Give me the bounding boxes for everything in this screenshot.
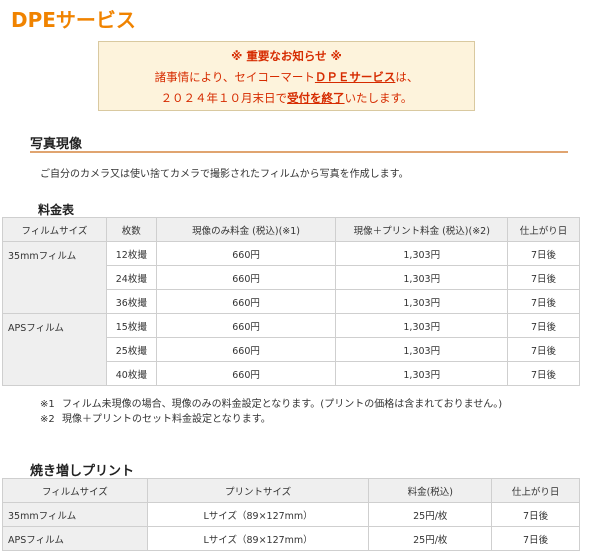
price-table-title: 料金表 xyxy=(38,203,75,217)
count-cell: 25枚撮 xyxy=(105,337,157,362)
col-header-price: 料金(税込) xyxy=(368,478,493,503)
count-cell: 12枚撮 xyxy=(105,241,157,266)
table-row: 40枚撮 660円 1,303円 7日後 xyxy=(3,361,580,386)
developing-description: ご自分のカメラ又は使い捨てカメラで撮影されたフィルムから写真を作成します。 xyxy=(40,169,409,180)
price-notes: ※1 フィルム未現像の場合、現像のみの料金設定となります。(プリントの価格は含まれ… xyxy=(40,397,502,427)
important-notice-box: ※ 重要なお知らせ ※ 諸事情により、セイコーマートＤＰＥサービスは、 ２０２４… xyxy=(98,41,475,111)
print-price-cell: 1,303円 xyxy=(335,289,509,314)
finish-day-cell: 7日後 xyxy=(507,361,580,386)
section-title-reprint: 焼き増しプリント xyxy=(30,464,135,479)
notice-text: ２０２４年１０月末日で xyxy=(160,91,288,105)
price-cell: 25円/枚 xyxy=(368,526,493,551)
notice-emphasis-service: ＤＰＥサービス xyxy=(314,70,396,84)
dev-price-cell: 660円 xyxy=(155,337,337,362)
count-cell: 15枚撮 xyxy=(105,313,157,338)
print-price-cell: 1,303円 xyxy=(335,241,509,266)
notice-text: は、 xyxy=(395,70,419,84)
print-price-cell: 1,303円 xyxy=(335,265,509,290)
note-text: 現像＋プリントのセット料金設定となります。 xyxy=(62,414,271,425)
finish-day-cell: 7日後 xyxy=(491,526,580,551)
print-size-cell: Lサイズ（89×127mm） xyxy=(146,502,370,527)
section-title-developing: 写真現像 xyxy=(30,137,83,152)
count-cell: 40枚撮 xyxy=(105,361,157,386)
notice-line-2: ２０２４年１０月末日で受付を終了いたします。 xyxy=(99,90,474,106)
page-title: DPEサービス xyxy=(11,8,136,32)
reprint-price-table: フィルムサイズ プリントサイズ 料金(税込) 仕上がり日 35mmフィルム Lサ… xyxy=(2,478,580,551)
note-item: ※1 フィルム未現像の場合、現像のみの料金設定となります。(プリントの価格は含まれ… xyxy=(40,397,502,412)
film-size-cell: APSフィルム xyxy=(2,313,107,386)
col-header-print-price: 現像＋プリント料金 (税込)(※2) xyxy=(335,217,509,242)
finish-day-cell: 7日後 xyxy=(507,337,580,362)
print-size-cell: Lサイズ（89×127mm） xyxy=(146,526,370,551)
dev-price-cell: 660円 xyxy=(155,265,337,290)
finish-day-cell: 7日後 xyxy=(507,289,580,314)
note-mark: ※1 xyxy=(40,399,55,410)
col-header-finish-day: 仕上がり日 xyxy=(491,478,580,503)
section-divider xyxy=(30,151,568,153)
notice-text: いたします。 xyxy=(344,91,413,105)
notice-text: 諸事情により、セイコーマート xyxy=(154,70,315,84)
finish-day-cell: 7日後 xyxy=(507,241,580,266)
table-row: 35mmフィルム Lサイズ（89×127mm） 25円/枚 7日後 xyxy=(2,502,580,527)
table-row: 35mmフィルム 12枚撮 660円 1,303円 7日後 xyxy=(2,241,580,314)
finish-day-cell: 7日後 xyxy=(491,502,580,527)
note-item: ※2 現像＋プリントのセット料金設定となります。 xyxy=(40,412,502,427)
dev-price-cell: 660円 xyxy=(155,361,337,386)
count-cell: 24枚撮 xyxy=(105,265,157,290)
dev-price-cell: 660円 xyxy=(155,241,337,266)
finish-day-cell: 7日後 xyxy=(507,265,580,290)
print-price-cell: 1,303円 xyxy=(335,361,509,386)
table-row: 25枚撮 660円 1,303円 7日後 xyxy=(3,337,580,362)
count-cell: 36枚撮 xyxy=(105,289,157,314)
dev-price-cell: 660円 xyxy=(155,289,337,314)
col-header-dev-price: 現像のみ料金 (税込)(※1) xyxy=(155,217,337,242)
film-size-cell: 35mmフィルム xyxy=(2,241,107,314)
notice-emphasis-end: 受付を終了 xyxy=(287,91,345,105)
finish-day-cell: 7日後 xyxy=(507,313,580,338)
film-size-cell: APSフィルム xyxy=(2,526,148,551)
table-row: APSフィルム 15枚撮 660円 1,303円 7日後 xyxy=(2,313,580,386)
table-row: APSフィルム Lサイズ（89×127mm） 25円/枚 7日後 xyxy=(2,526,580,551)
note-mark: ※2 xyxy=(40,414,55,425)
col-header-finish-day: 仕上がり日 xyxy=(507,217,580,242)
price-cell: 25円/枚 xyxy=(368,502,493,527)
dev-price-cell: 660円 xyxy=(155,313,337,338)
film-size-cell: 35mmフィルム xyxy=(2,502,148,527)
print-price-cell: 1,303円 xyxy=(335,337,509,362)
developing-price-table: フィルムサイズ 枚数 現像のみ料金 (税込)(※1) 現像＋プリント料金 (税込… xyxy=(2,217,580,386)
notice-heading: ※ 重要なお知らせ ※ xyxy=(231,49,342,63)
note-text: フィルム未現像の場合、現像のみの料金設定となります。(プリントの価格は含まれてお… xyxy=(62,399,503,410)
col-header-count: 枚数 xyxy=(105,217,157,242)
notice-line-1: 諸事情により、セイコーマートＤＰＥサービスは、 xyxy=(99,69,474,85)
col-header-film-size: フィルムサイズ xyxy=(2,478,148,503)
col-header-film-size: フィルムサイズ xyxy=(2,217,107,242)
table-header-row: フィルムサイズ 枚数 現像のみ料金 (税込)(※1) 現像＋プリント料金 (税込… xyxy=(2,217,580,242)
print-price-cell: 1,303円 xyxy=(335,313,509,338)
table-header-row: フィルムサイズ プリントサイズ 料金(税込) 仕上がり日 xyxy=(2,478,580,503)
col-header-print-size: プリントサイズ xyxy=(146,478,370,503)
